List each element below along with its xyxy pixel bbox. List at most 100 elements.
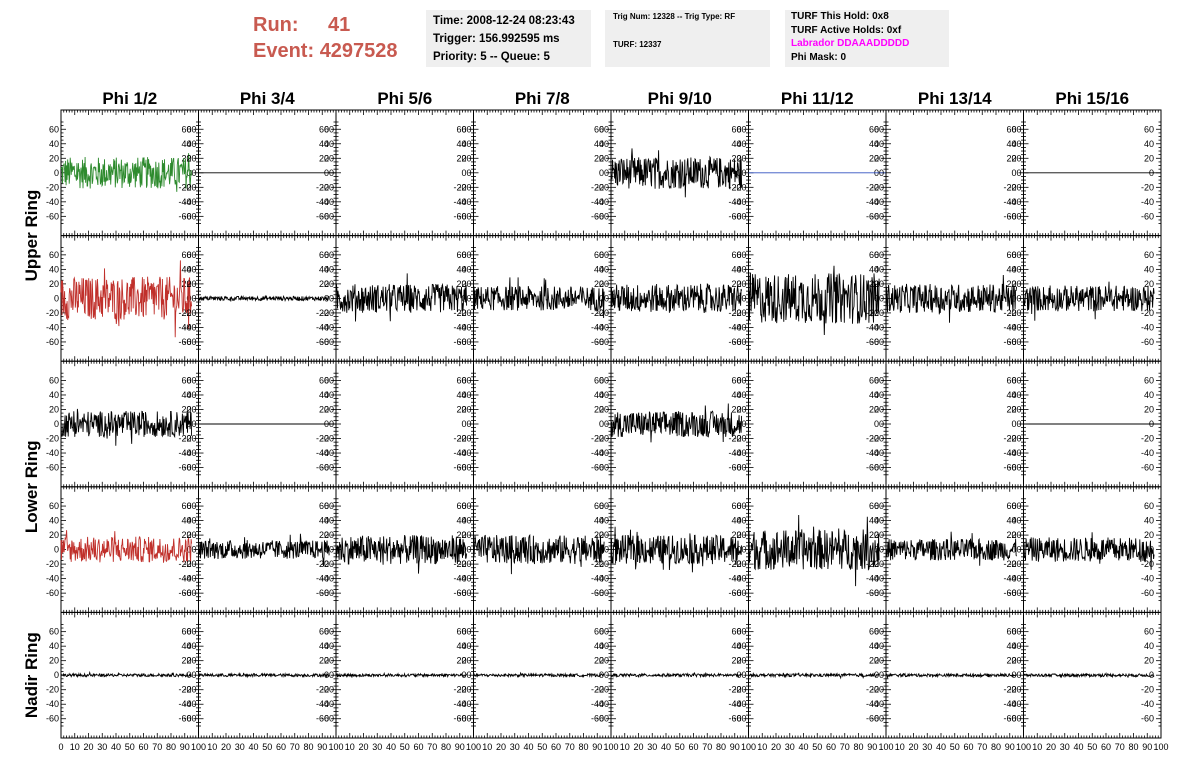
- y-tick-label: -40: [1141, 197, 1154, 207]
- y-tick-label: -20: [316, 559, 329, 569]
- y-tick-label: 0: [329, 419, 334, 429]
- y-tick-label: 20: [49, 404, 59, 414]
- y-tick-label: 60: [461, 250, 471, 260]
- waveform-trace: [885, 274, 1018, 323]
- y-tick-label: 60: [594, 250, 604, 260]
- y-tick-label: -20: [321, 559, 334, 569]
- y-tick-label: -60: [728, 337, 741, 347]
- y-tick-label: -60: [591, 211, 604, 221]
- y-tick-label: 60: [1006, 375, 1016, 385]
- y-tick-label: 20: [456, 153, 466, 163]
- y-tick-label: -40: [871, 448, 884, 458]
- y-tick-label: 0: [466, 168, 471, 178]
- y-tick-label: 40: [869, 390, 879, 400]
- y-tick-label: 20: [736, 279, 746, 289]
- y-tick-label: -60: [1008, 211, 1021, 221]
- y-tick-label: 20: [456, 404, 466, 414]
- y-tick-label: -60: [871, 337, 884, 347]
- y-tick-label: 60: [319, 250, 329, 260]
- y-tick-label: 40: [186, 264, 196, 274]
- y-tick-label: 40: [186, 390, 196, 400]
- y-tick-label: -60: [1008, 337, 1021, 347]
- y-tick-label: 0: [1011, 293, 1016, 303]
- y-tick-label: 40: [1006, 139, 1016, 149]
- column-title: Phi 11/12: [781, 89, 854, 108]
- y-tick-label: 20: [186, 404, 196, 414]
- y-tick-label: -20: [46, 559, 59, 569]
- y-tick-label: -60: [871, 211, 884, 221]
- y-tick-label: 0: [604, 168, 609, 178]
- y-tick-label: -20: [1003, 182, 1016, 192]
- y-tick-label: 60: [599, 375, 609, 385]
- y-tick-label: 60: [324, 501, 334, 511]
- y-tick-label: -60: [1003, 463, 1016, 473]
- y-tick-label: -40: [591, 448, 604, 458]
- y-tick-label: 40: [594, 139, 604, 149]
- y-tick-label: 60: [731, 375, 741, 385]
- y-tick-label: 60: [186, 375, 196, 385]
- y-tick-label: 20: [731, 153, 741, 163]
- y-tick-label: -40: [46, 448, 59, 458]
- y-tick-label: -40: [591, 574, 604, 584]
- y-tick-label: -40: [1008, 448, 1021, 458]
- y-tick-label: -60: [183, 463, 196, 473]
- y-tick-label: 20: [1006, 404, 1016, 414]
- y-tick-label: 60: [324, 375, 334, 385]
- waveform-trace: [1023, 281, 1155, 321]
- y-tick-label: -20: [178, 308, 191, 318]
- y-tick-label: 20: [181, 530, 191, 540]
- y-tick-label: -40: [183, 574, 196, 584]
- y-tick-label: 0: [599, 168, 604, 178]
- y-tick-label: 40: [49, 516, 59, 526]
- y-tick-label: -20: [453, 559, 466, 569]
- event-label: Event:: [253, 40, 315, 62]
- y-tick-label: -40: [458, 448, 471, 458]
- waveform-trace: [335, 534, 468, 574]
- y-tick-label: -20: [458, 182, 471, 192]
- y-tick-label: -60: [591, 337, 604, 347]
- column-title: Phi 3/4: [240, 89, 295, 108]
- y-tick-label: -40: [321, 574, 334, 584]
- y-tick-label: -20: [591, 559, 604, 569]
- y-tick-label: -60: [591, 588, 604, 598]
- y-tick-label: 20: [324, 153, 334, 163]
- waveform-trace: [198, 294, 330, 302]
- y-tick-label: 0: [1011, 419, 1016, 429]
- ring-label: Upper Ring: [22, 190, 41, 282]
- y-tick-label: -20: [178, 182, 191, 192]
- y-tick-label: 40: [461, 390, 471, 400]
- y-tick-label: -20: [591, 308, 604, 318]
- y-tick-label: -20: [733, 308, 746, 318]
- y-tick-label: 60: [594, 124, 604, 134]
- y-tick-label: -40: [728, 322, 741, 332]
- y-tick-label: -60: [733, 463, 746, 473]
- y-tick-label: 40: [594, 516, 604, 526]
- waveform-trace: [198, 533, 330, 567]
- y-tick-label: 60: [319, 375, 329, 385]
- y-tick-label: -60: [596, 211, 609, 221]
- y-tick-label: 40: [456, 264, 466, 274]
- y-tick-label: 40: [1006, 264, 1016, 274]
- y-tick-label: -60: [178, 463, 191, 473]
- waveform-trace: [60, 530, 193, 563]
- y-tick-label: -60: [866, 463, 879, 473]
- y-tick-label: 0: [191, 545, 196, 555]
- y-tick-label: -40: [1008, 197, 1021, 207]
- y-tick-label: -20: [453, 434, 466, 444]
- y-tick-label: 60: [461, 501, 471, 511]
- y-tick-label: 40: [731, 390, 741, 400]
- y-tick-label: 20: [49, 530, 59, 540]
- y-tick-label: 0: [874, 293, 879, 303]
- y-tick-label: -20: [728, 308, 741, 318]
- waveform-trace: [473, 533, 605, 575]
- y-tick-label: 40: [1144, 264, 1154, 274]
- y-tick-label: 0: [741, 419, 746, 429]
- y-tick-label: -20: [871, 308, 884, 318]
